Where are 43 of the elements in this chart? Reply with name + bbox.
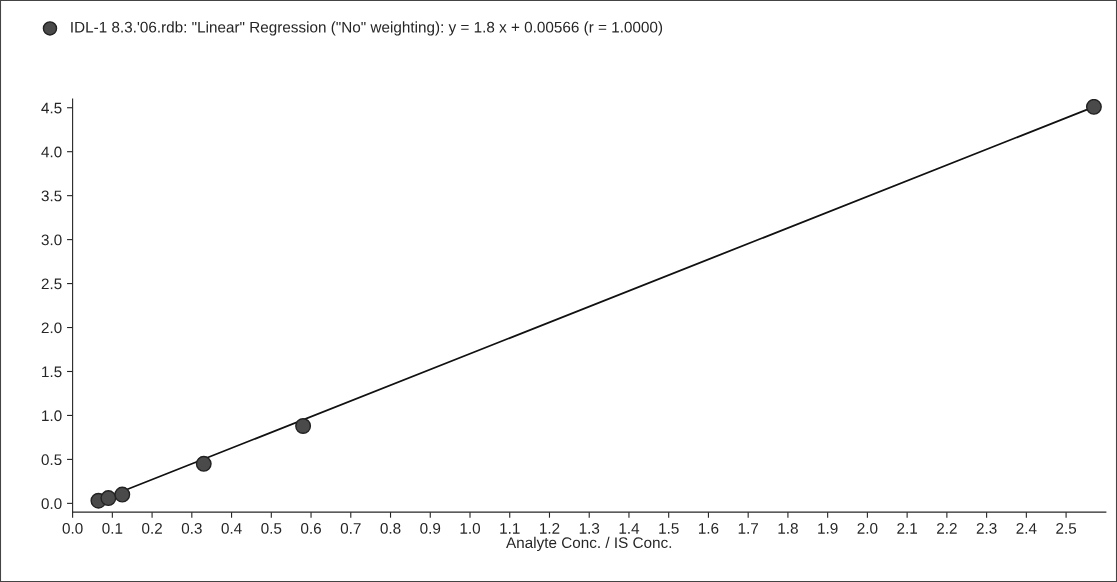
legend-label: IDL-1 8.3.'06.rdb: "Linear" Regression ("No" weighting): y = 1.8 x + 0.00566 (r = 1.0000) xyxy=(71,21,663,36)
y-tick-label: 1.5 xyxy=(42,366,62,378)
x-tick-label: 2.5 xyxy=(1056,522,1077,534)
x-tick-label: 0.8 xyxy=(380,522,401,534)
x-tick-label: 0.0 xyxy=(62,522,83,534)
x-tick-label: 2.3 xyxy=(976,522,997,534)
x-tick-label: 2.0 xyxy=(857,522,878,534)
x-tick-label: 1.3 xyxy=(579,522,600,534)
x-axis-title: Analyte Conc. / IS Conc. xyxy=(506,536,672,552)
x-tick-label: 0.5 xyxy=(261,522,282,534)
x-tick-label: 0.4 xyxy=(221,522,242,534)
y-tick-label: 4.5 xyxy=(41,102,62,114)
x-tick-label: 1.6 xyxy=(698,522,719,534)
x-tick-label: 0.6 xyxy=(301,522,321,534)
x-tick-label: 1.8 xyxy=(778,522,798,534)
x-tick-label: 1.4 xyxy=(619,523,640,534)
x-tick-label: 0.9 xyxy=(420,522,441,534)
x-tick-label: 1.1 xyxy=(500,523,520,534)
point xyxy=(1085,98,1102,115)
y-tick-label: 2.0 xyxy=(41,322,62,334)
y-tick-label: 4.0 xyxy=(41,146,62,158)
x-tick-label: 1.7 xyxy=(738,523,759,534)
point xyxy=(114,486,131,503)
y-tick-label: 1.0 xyxy=(42,410,62,422)
point xyxy=(195,455,212,472)
x-tick-label: 0.3 xyxy=(181,522,202,534)
x-tick-label: 1.0 xyxy=(460,522,481,534)
x-tick-label: 1.5 xyxy=(659,523,679,534)
point xyxy=(100,490,117,507)
x-tick-label: 2.1 xyxy=(897,522,918,534)
y-tick-label: 0.0 xyxy=(41,498,62,510)
y-tick-label: 3.0 xyxy=(41,234,62,246)
x-tick-label: 0.2 xyxy=(142,522,162,534)
x-tick-label: 0.7 xyxy=(340,522,361,534)
x-tick-label: 2.2 xyxy=(937,522,957,534)
x-tick-label: 0.1 xyxy=(102,522,123,534)
y-tick-label: 3.5 xyxy=(41,190,62,202)
point xyxy=(295,418,312,434)
y-tick-label: 2.5 xyxy=(41,278,62,290)
x-tick-label: 2.4 xyxy=(1016,522,1037,534)
x-tick-label: 1.2 xyxy=(540,522,560,534)
y-tick-label: 0.5 xyxy=(41,454,62,466)
x-tick-label: 1.9 xyxy=(818,522,838,534)
